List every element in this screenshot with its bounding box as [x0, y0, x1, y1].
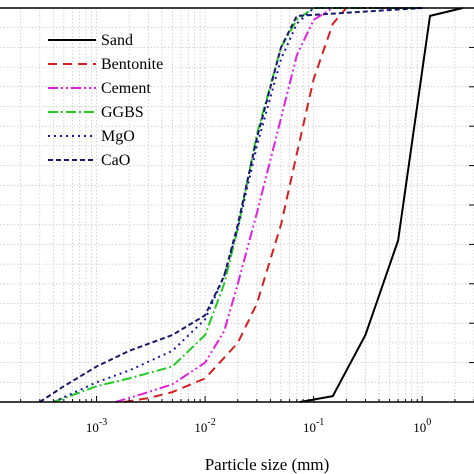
grid-lines: [0, 7, 474, 403]
legend-label-cement: Cement: [101, 80, 151, 97]
x-tick-base: 10: [194, 420, 207, 435]
x-tick-label: 10-3: [86, 417, 107, 435]
series-line-bentonite: [124, 7, 423, 403]
series-line-mgo: [52, 7, 423, 403]
legend-label-ggbs: GGBS: [101, 104, 144, 121]
x-tick-label: 10-2: [194, 417, 215, 435]
x-tick-exponent: -2: [207, 417, 215, 428]
legend: Sand Bentonite Cement GGBS MgO CaO: [48, 32, 163, 169]
x-tick-exponent: 0: [426, 417, 431, 428]
legend-label-sand: Sand: [101, 32, 133, 49]
legend-label-cao: CaO: [101, 152, 130, 169]
series-line-cement: [115, 7, 423, 403]
x-tick-base: 10: [86, 420, 99, 435]
series-lines: [39, 7, 463, 403]
series-line-cao: [39, 7, 423, 403]
x-axis-title: Particle size (mm): [205, 455, 330, 474]
x-tick-base: 10: [303, 420, 316, 435]
x-tick-label: 10-1: [303, 417, 324, 435]
legend-label-mgo: MgO: [101, 128, 135, 145]
x-tick-exponent: -1: [316, 417, 324, 428]
series-line-sand: [299, 7, 463, 403]
axes: [0, 7, 474, 403]
series-line-ggbs: [53, 7, 423, 403]
x-tick-label: 100: [413, 417, 431, 435]
legend-label-bentonite: Bentonite: [101, 56, 163, 73]
x-tick-exponent: -3: [99, 417, 107, 428]
x-tick-base: 10: [413, 420, 426, 435]
